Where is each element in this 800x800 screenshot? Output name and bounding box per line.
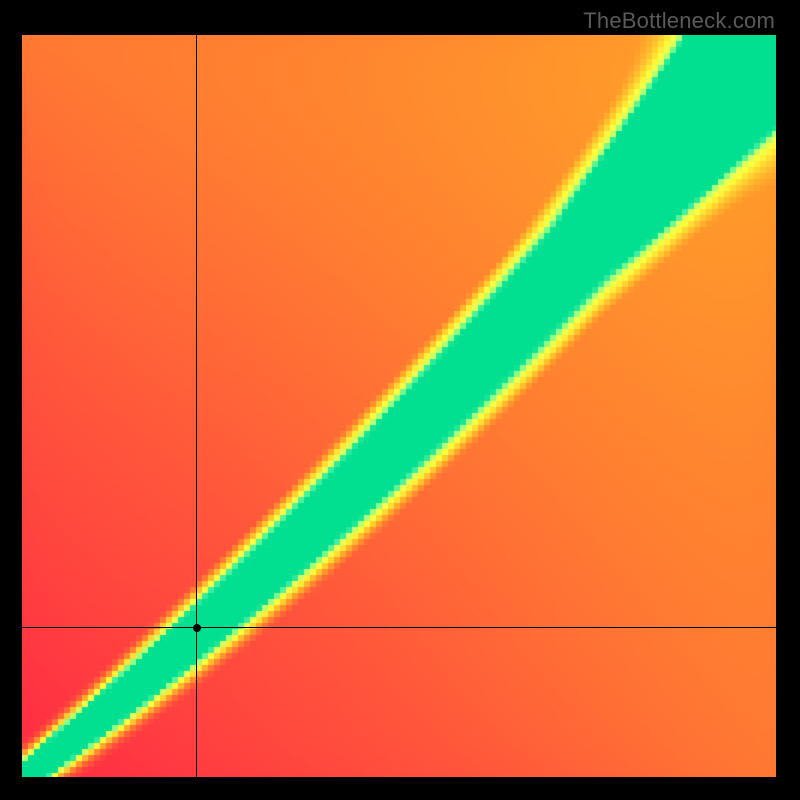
crosshair-horizontal — [22, 627, 776, 628]
crosshair-vertical — [196, 35, 197, 777]
crosshair-marker — [193, 624, 201, 632]
watermark-text: TheBottleneck.com — [583, 8, 775, 34]
chart-container: TheBottleneck.com — [0, 0, 800, 800]
heatmap-canvas — [22, 35, 776, 777]
